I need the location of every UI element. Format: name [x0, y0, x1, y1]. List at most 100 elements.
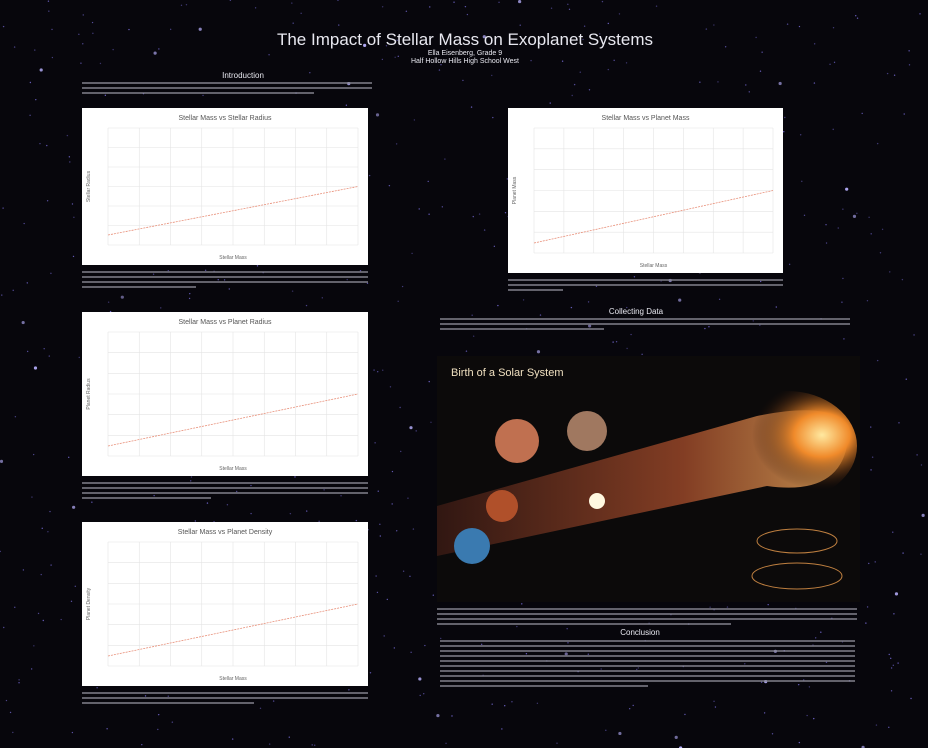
star — [291, 2, 292, 3]
star — [626, 62, 627, 63]
star — [418, 677, 421, 680]
star — [540, 314, 541, 315]
star — [403, 571, 404, 572]
star — [181, 5, 182, 6]
star — [876, 724, 877, 725]
star — [815, 637, 816, 638]
star — [399, 407, 400, 408]
star — [158, 48, 159, 49]
star — [377, 371, 378, 372]
star — [567, 4, 568, 5]
star — [801, 181, 802, 182]
star — [191, 476, 192, 477]
star — [392, 471, 393, 472]
star — [473, 216, 474, 217]
star — [268, 54, 269, 55]
section-heading: Conclusion — [620, 628, 660, 637]
star — [870, 426, 871, 427]
star — [207, 502, 208, 503]
star — [842, 208, 843, 209]
star — [898, 422, 899, 423]
star — [537, 703, 538, 704]
star — [921, 464, 922, 465]
star — [784, 117, 785, 118]
star — [629, 708, 630, 709]
star — [494, 246, 495, 247]
star — [34, 49, 35, 50]
star — [83, 14, 84, 15]
star — [829, 64, 830, 65]
star — [394, 57, 395, 58]
star — [761, 52, 762, 53]
star — [719, 299, 720, 300]
x-axis-label: Stellar Mass — [640, 263, 668, 269]
star — [713, 701, 714, 702]
star — [641, 354, 642, 355]
star — [375, 575, 376, 576]
star — [33, 454, 34, 455]
star — [906, 379, 907, 380]
star — [13, 290, 14, 291]
star — [787, 23, 788, 24]
star — [227, 504, 228, 505]
star — [473, 335, 474, 336]
star — [505, 212, 506, 213]
star — [760, 71, 761, 72]
star — [314, 745, 315, 746]
star — [49, 355, 50, 356]
star — [10, 712, 11, 713]
star — [41, 574, 42, 575]
star — [511, 701, 512, 702]
star — [717, 81, 718, 82]
star — [100, 63, 101, 64]
star — [861, 113, 862, 114]
star — [853, 215, 856, 218]
star — [380, 535, 381, 536]
star — [300, 13, 301, 14]
chart-title: Stellar Mass vs Planet Mass — [602, 115, 690, 122]
paragraph — [437, 608, 857, 628]
star — [39, 143, 40, 144]
star — [376, 113, 379, 116]
star — [605, 730, 606, 731]
star — [572, 95, 573, 96]
star — [855, 15, 856, 16]
star — [73, 217, 74, 218]
star — [378, 490, 379, 491]
star — [471, 315, 472, 316]
star — [414, 119, 415, 120]
chart-panel: Stellar Mass vs Planet DensityStellar Ma… — [82, 522, 368, 686]
star — [776, 306, 777, 307]
star — [369, 175, 370, 176]
paragraph — [82, 692, 368, 707]
star — [128, 29, 129, 30]
star — [633, 705, 634, 706]
star — [260, 708, 261, 709]
star — [12, 732, 13, 733]
star — [3, 26, 4, 27]
star — [789, 264, 790, 265]
star — [497, 305, 498, 306]
star — [6, 700, 7, 701]
star — [80, 62, 81, 63]
y-axis-label: Stellar Radius — [86, 170, 92, 202]
star — [15, 416, 16, 417]
star — [799, 26, 800, 27]
chart-title: Stellar Mass vs Stellar Radius — [179, 115, 272, 122]
star — [31, 496, 32, 497]
star — [618, 732, 621, 735]
star — [382, 6, 383, 7]
star — [589, 89, 590, 90]
star — [613, 60, 614, 61]
star — [820, 631, 821, 632]
star — [462, 80, 463, 81]
star — [909, 64, 910, 65]
star — [626, 348, 627, 349]
y-axis-label: Planet Mass — [512, 176, 518, 204]
star — [799, 742, 800, 743]
star — [255, 7, 256, 8]
star — [230, 0, 231, 1]
star — [3, 627, 4, 628]
star — [294, 476, 295, 477]
star — [189, 293, 190, 294]
